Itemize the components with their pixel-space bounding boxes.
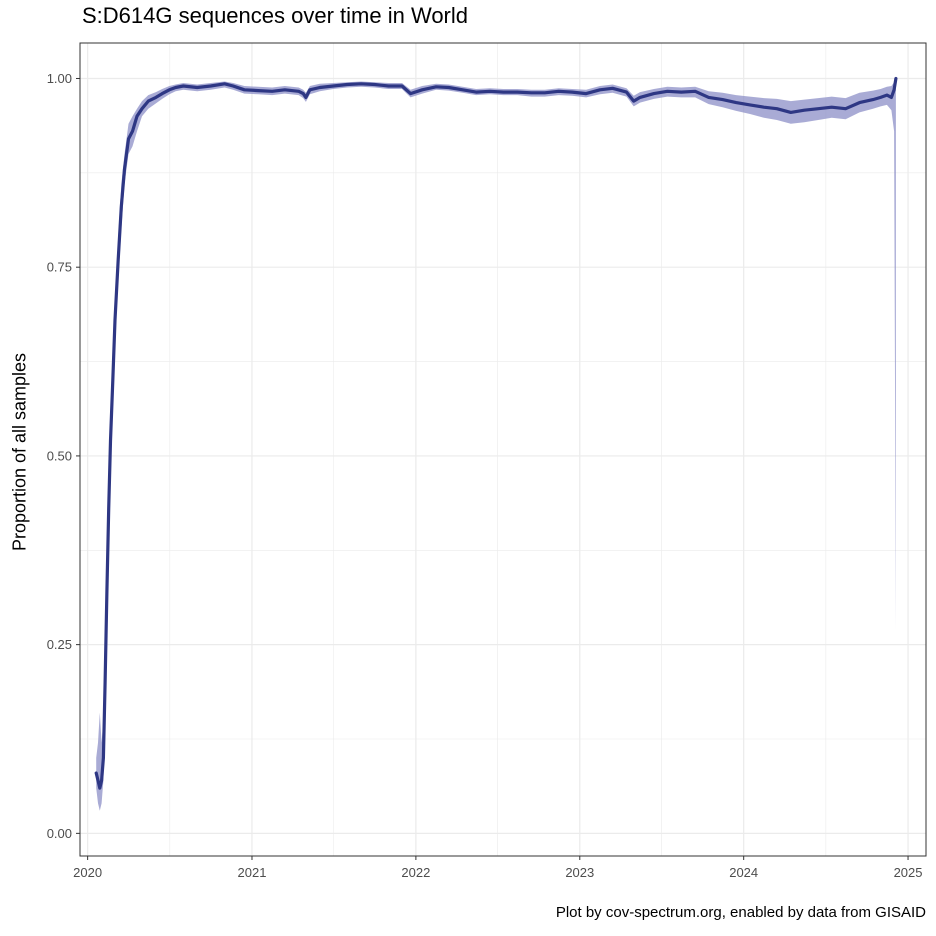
y-tick-label: 0.25 [47, 637, 72, 652]
panel-background [80, 43, 926, 856]
chart-title: S:D614G sequences over time in World [82, 3, 468, 28]
chart-caption: Plot by cov-spectrum.org, enabled by dat… [555, 904, 926, 921]
x-tick-label: 2022 [401, 865, 430, 880]
y-tick-label: 1.00 [47, 71, 72, 86]
axis-ticks: 0.00 0.25 0.50 0.75 1.00 2020 2021 2022 2023 2024… [47, 71, 923, 880]
x-tick-label: 2025 [894, 865, 923, 880]
series-line [94, 76, 898, 790]
grid-lines [80, 43, 926, 856]
y-tick-label: 0.75 [47, 260, 72, 275]
x-tick-label: 2021 [238, 865, 267, 880]
y-tick-label: 0.50 [47, 448, 72, 463]
x-tick-label: 2024 [729, 865, 758, 880]
x-tick-label: 2020 [73, 865, 102, 880]
panel-border [79, 42, 927, 857]
x-tick-label: 2023 [565, 865, 594, 880]
y-tick-label: 0.00 [47, 826, 72, 841]
